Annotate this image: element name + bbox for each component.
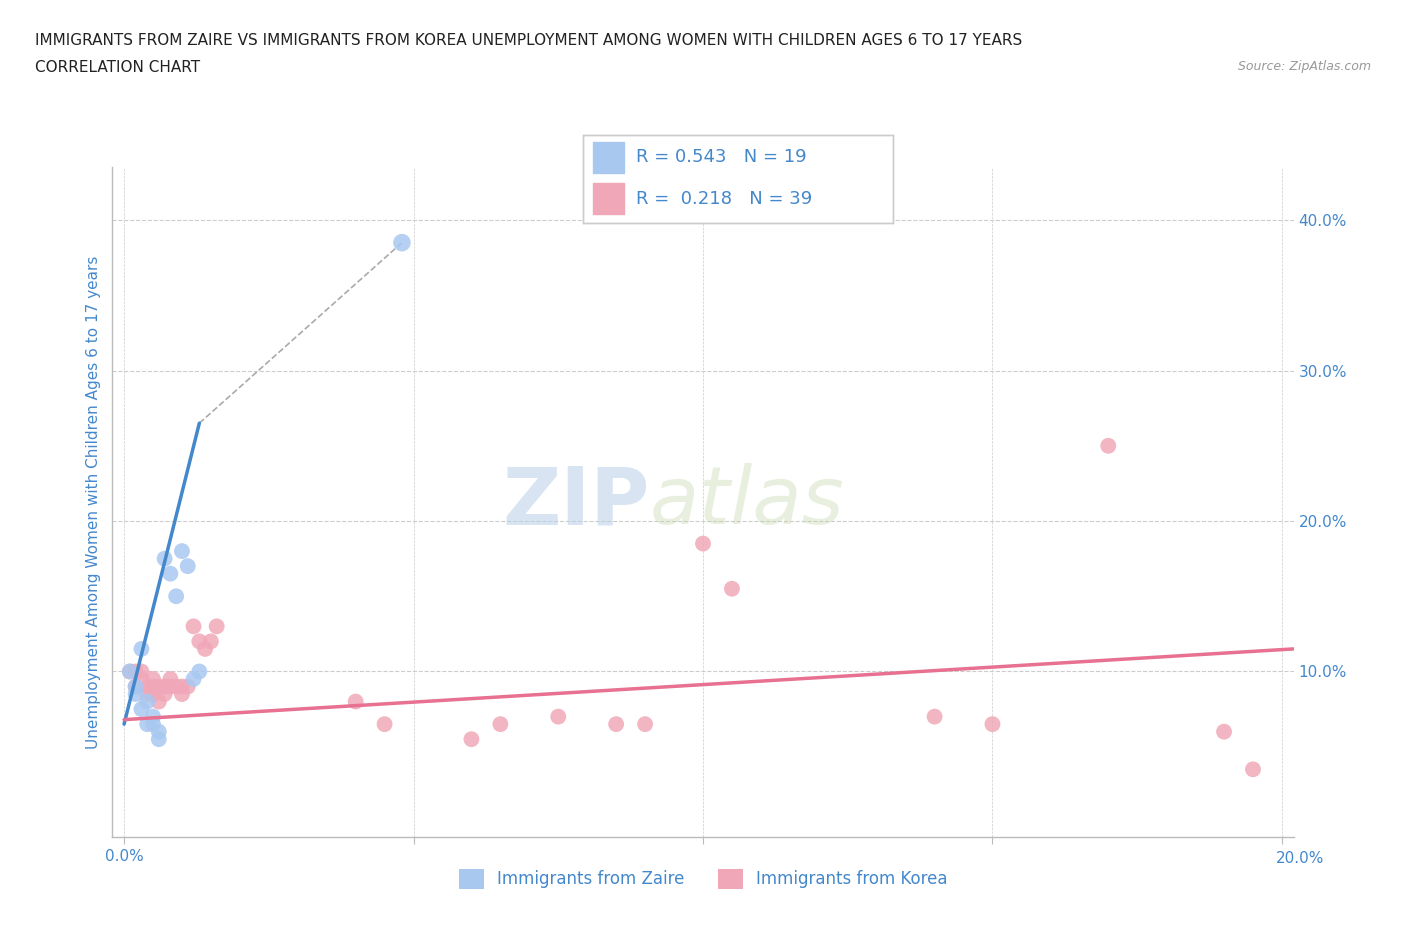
Point bbox=[170, 679, 193, 694]
Point bbox=[981, 717, 1004, 732]
Point bbox=[634, 717, 657, 732]
Point bbox=[142, 686, 165, 701]
Point bbox=[159, 671, 181, 686]
Point bbox=[1241, 762, 1264, 777]
Point bbox=[170, 544, 193, 559]
Legend: Immigrants from Zaire, Immigrants from Korea: Immigrants from Zaire, Immigrants from K… bbox=[451, 862, 955, 896]
Point bbox=[547, 710, 569, 724]
Text: R = 0.543   N = 19: R = 0.543 N = 19 bbox=[636, 149, 807, 166]
Point bbox=[153, 686, 176, 701]
Point bbox=[148, 694, 170, 709]
Point bbox=[165, 589, 187, 604]
Point bbox=[142, 710, 165, 724]
Point bbox=[924, 710, 946, 724]
Text: CORRELATION CHART: CORRELATION CHART bbox=[35, 60, 200, 75]
Point bbox=[205, 618, 228, 633]
Point bbox=[136, 694, 159, 709]
Text: atlas: atlas bbox=[650, 463, 845, 541]
Point bbox=[136, 679, 159, 694]
Point bbox=[148, 732, 170, 747]
Text: Source: ZipAtlas.com: Source: ZipAtlas.com bbox=[1237, 60, 1371, 73]
Point bbox=[131, 642, 153, 657]
Point bbox=[344, 694, 367, 709]
Point bbox=[153, 551, 176, 566]
Point bbox=[188, 634, 211, 649]
Text: R =  0.218   N = 39: R = 0.218 N = 39 bbox=[636, 190, 813, 208]
Point bbox=[148, 679, 170, 694]
Point bbox=[148, 724, 170, 739]
Point bbox=[188, 664, 211, 679]
Point bbox=[721, 581, 744, 596]
Point bbox=[142, 717, 165, 732]
Bar bbox=[593, 142, 624, 173]
Bar bbox=[593, 183, 624, 215]
Text: ZIP: ZIP bbox=[502, 463, 650, 541]
Point bbox=[142, 671, 165, 686]
Point bbox=[136, 717, 159, 732]
Text: 20.0%: 20.0% bbox=[1277, 851, 1324, 866]
Point bbox=[124, 679, 146, 694]
Text: IMMIGRANTS FROM ZAIRE VS IMMIGRANTS FROM KOREA UNEMPLOYMENT AMONG WOMEN WITH CHI: IMMIGRANTS FROM ZAIRE VS IMMIGRANTS FROM… bbox=[35, 33, 1022, 47]
Point bbox=[605, 717, 627, 732]
Point bbox=[177, 679, 200, 694]
Point bbox=[177, 559, 200, 574]
Point bbox=[153, 679, 176, 694]
Point bbox=[489, 717, 512, 732]
Point bbox=[183, 671, 205, 686]
Point bbox=[159, 679, 181, 694]
Point bbox=[142, 679, 165, 694]
Point bbox=[131, 664, 153, 679]
Point bbox=[1213, 724, 1236, 739]
Point bbox=[118, 664, 141, 679]
Point bbox=[131, 701, 153, 716]
Point bbox=[118, 664, 141, 679]
Point bbox=[124, 679, 146, 694]
Point bbox=[391, 235, 413, 250]
Point bbox=[183, 618, 205, 633]
Point bbox=[200, 634, 222, 649]
Y-axis label: Unemployment Among Women with Children Ages 6 to 17 years: Unemployment Among Women with Children A… bbox=[86, 256, 101, 749]
Point bbox=[165, 679, 187, 694]
Point bbox=[1097, 438, 1119, 453]
Point bbox=[460, 732, 482, 747]
Point bbox=[692, 536, 714, 551]
Point bbox=[124, 664, 146, 679]
Point bbox=[136, 686, 159, 701]
Point bbox=[159, 566, 181, 581]
Point bbox=[194, 642, 217, 657]
Point bbox=[124, 686, 146, 701]
Point bbox=[170, 686, 193, 701]
Point bbox=[374, 717, 396, 732]
Point bbox=[131, 671, 153, 686]
